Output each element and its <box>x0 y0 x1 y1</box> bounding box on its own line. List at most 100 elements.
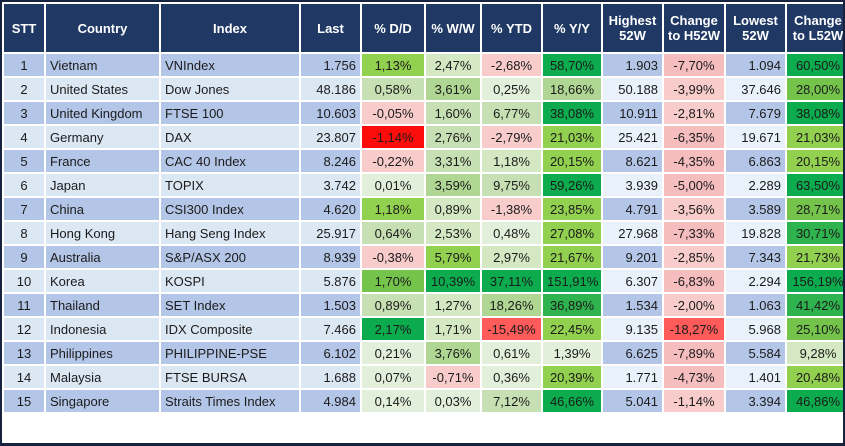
column-header-h52: Highest 52W <box>601 2 664 54</box>
table-cell-chl: 25,10% <box>785 316 843 342</box>
table-row: 4 Germany DAX 23.807 -1,14% 2,76% -2,79% 21,03%… <box>2 124 843 150</box>
table-cell-yy: 23,85% <box>541 196 603 222</box>
table-cell-chh: -3,99% <box>662 76 726 102</box>
table-cell-dd: 1,18% <box>360 196 426 222</box>
table-cell-stt: 8 <box>2 220 46 246</box>
table-cell-country: Thailand <box>44 292 161 318</box>
table-cell-stt: 14 <box>2 364 46 390</box>
table-cell-l52: 37.646 <box>724 76 787 102</box>
table-cell-stt: 10 <box>2 268 46 294</box>
table-cell-chh: -6,83% <box>662 268 726 294</box>
table-cell-ytd: 6,77% <box>480 100 543 126</box>
column-header-index: Index <box>159 2 301 54</box>
table-cell-ytd: -1,38% <box>480 196 543 222</box>
table-cell-stt: 13 <box>2 340 46 366</box>
table-cell-l52: 1.401 <box>724 364 787 390</box>
table-cell-stt: 4 <box>2 124 46 150</box>
table-cell-chh: -5,00% <box>662 172 726 198</box>
table-cell-h52: 27.968 <box>601 220 664 246</box>
table-row: 1 Vietnam VNIndex 1.756 1,13% 2,47% -2,68% 58,7… <box>2 52 843 78</box>
table-cell-chl: 28,71% <box>785 196 843 222</box>
table-cell-country: Indonesia <box>44 316 161 342</box>
table-cell-dd: 0,07% <box>360 364 426 390</box>
table-cell-chl: 156,19% <box>785 268 843 294</box>
table-cell-ytd: -15,49% <box>480 316 543 342</box>
table-cell-l52: 19.671 <box>724 124 787 150</box>
table-cell-stt: 11 <box>2 292 46 318</box>
table-cell-ytd: 18,26% <box>480 292 543 318</box>
table-cell-dd: 0,01% <box>360 172 426 198</box>
table-cell-h52: 4.791 <box>601 196 664 222</box>
table-cell-h52: 3.939 <box>601 172 664 198</box>
table-cell-ytd: 0,48% <box>480 220 543 246</box>
table-cell-ytd: 1,18% <box>480 148 543 174</box>
table-cell-chl: 21,73% <box>785 244 843 270</box>
column-header-ytd: % YTD <box>480 2 543 54</box>
table-row: 11 Thailand SET Index 1.503 0,89% 1,27% 18,26%… <box>2 292 843 318</box>
table-cell-l52: 6.863 <box>724 148 787 174</box>
table-cell-chl: 63,50% <box>785 172 843 198</box>
table-row: 6 Japan TOPIX 3.742 0,01% 3,59% 9,75% 59,26% 3.9… <box>2 172 843 198</box>
table-row: 13 Philippines PHILIPPINE-PSE 6.102 0,21% 3,7… <box>2 340 843 366</box>
table-cell-chh: -7,33% <box>662 220 726 246</box>
table-cell-index: TOPIX <box>159 172 301 198</box>
table-cell-chh: -18,27% <box>662 316 726 342</box>
table-cell-ww: 2,47% <box>424 52 482 78</box>
table-cell-l52: 3.394 <box>724 388 787 414</box>
table-row: 3 United Kingdom FTSE 100 10.603 -0,05% 1,60%… <box>2 100 843 126</box>
table-cell-yy: 27,08% <box>541 220 603 246</box>
table-cell-stt: 6 <box>2 172 46 198</box>
table-cell-ytd: 7,12% <box>480 388 543 414</box>
table-row: 15 Singapore Straits Times Index 4.984 0,14%… <box>2 388 843 414</box>
table-cell-ytd: -2,68% <box>480 52 543 78</box>
table-cell-country: Germany <box>44 124 161 150</box>
table-cell-stt: 2 <box>2 76 46 102</box>
table-cell-chh: -2,85% <box>662 244 726 270</box>
table-cell-ww: 1,27% <box>424 292 482 318</box>
table-cell-h52: 6.625 <box>601 340 664 366</box>
table-cell-ww: 2,53% <box>424 220 482 246</box>
table-cell-ww: 1,60% <box>424 100 482 126</box>
table-row: 8 Hong Kong Hang Seng Index 25.917 0,64% 2,53… <box>2 220 843 246</box>
table-cell-stt: 9 <box>2 244 46 270</box>
table-cell-country: Japan <box>44 172 161 198</box>
table-cell-last: 5.876 <box>299 268 362 294</box>
table-cell-ww: 3,31% <box>424 148 482 174</box>
table-cell-chl: 28,00% <box>785 76 843 102</box>
table-cell-ytd: 0,36% <box>480 364 543 390</box>
table-cell-h52: 5.041 <box>601 388 664 414</box>
table-cell-yy: 20,15% <box>541 148 603 174</box>
table-cell-index: FTSE 100 <box>159 100 301 126</box>
column-header-stt: STT <box>2 2 46 54</box>
table-row: 7 China CSI300 Index 4.620 1,18% 0,89% -1,38% 2… <box>2 196 843 222</box>
table-cell-yy: 59,26% <box>541 172 603 198</box>
table-cell-chl: 41,42% <box>785 292 843 318</box>
table-cell-chl: 20,48% <box>785 364 843 390</box>
table-cell-index: CSI300 Index <box>159 196 301 222</box>
table-row: 12 Indonesia IDX Composite 7.466 2,17% 1,71% -… <box>2 316 843 342</box>
table-cell-yy: 151,91% <box>541 268 603 294</box>
table-cell-l52: 19.828 <box>724 220 787 246</box>
table-cell-ww: 0,03% <box>424 388 482 414</box>
market-indices-table: STT Country Index Last% D/D% W/W% YTD% Y/Y H… <box>2 2 843 414</box>
table-cell-chh: -3,56% <box>662 196 726 222</box>
table-cell-index: KOSPI <box>159 268 301 294</box>
table-cell-ww: 10,39% <box>424 268 482 294</box>
table-cell-last: 8.939 <box>299 244 362 270</box>
table-cell-h52: 1.903 <box>601 52 664 78</box>
table-cell-country: Malaysia <box>44 364 161 390</box>
table-cell-ww: 3,76% <box>424 340 482 366</box>
table-cell-yy: 18,66% <box>541 76 603 102</box>
table-cell-country: Philippines <box>44 340 161 366</box>
table-cell-h52: 50.188 <box>601 76 664 102</box>
column-header-country: Country <box>44 2 161 54</box>
table-cell-last: 25.917 <box>299 220 362 246</box>
table-cell-last: 4.984 <box>299 388 362 414</box>
table-cell-l52: 3.589 <box>724 196 787 222</box>
table-row: 9 Australia S&P/ASX 200 8.939 -0,38% 5,79% 2,9… <box>2 244 843 270</box>
table-cell-chl: 30,71% <box>785 220 843 246</box>
table-cell-last: 1.756 <box>299 52 362 78</box>
table-cell-last: 7.466 <box>299 316 362 342</box>
table-cell-yy: 22,45% <box>541 316 603 342</box>
column-header-l52: Lowest 52W <box>724 2 787 54</box>
